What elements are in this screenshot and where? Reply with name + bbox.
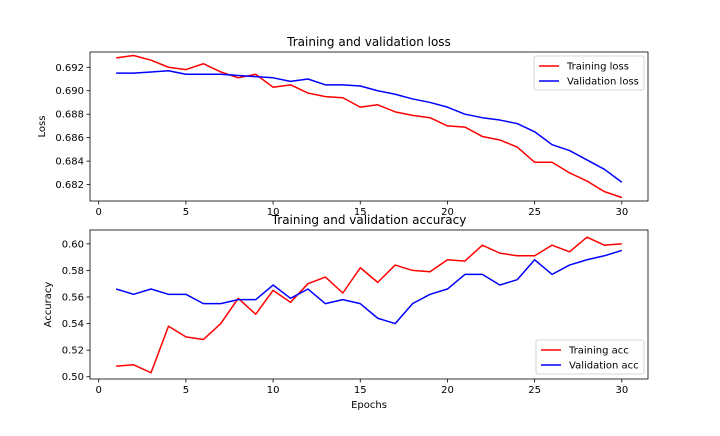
x-tick-label: 25 — [528, 207, 541, 218]
y-tick-label: 0.60 — [62, 239, 84, 250]
chart-title: Training and validation accuracy — [271, 213, 467, 227]
x-tick-label: 30 — [615, 385, 628, 396]
x-tick-label: 15 — [354, 385, 367, 396]
y-tick-label: 0.684 — [55, 157, 84, 168]
y-tick-label: 0.690 — [55, 86, 84, 97]
y-tick-label: 0.682 — [55, 180, 84, 191]
x-tick-label: 0 — [96, 207, 102, 218]
y-tick-label: 0.58 — [62, 266, 84, 277]
y-axis-label: Loss — [37, 116, 48, 138]
legend-label: Validation acc — [569, 361, 639, 372]
y-tick-label: 0.52 — [62, 346, 84, 357]
chart-title: Training and validation loss — [286, 35, 451, 49]
x-tick-label: 25 — [528, 385, 541, 396]
x-tick-label: 5 — [183, 385, 189, 396]
y-tick-label: 0.686 — [55, 133, 84, 144]
x-tick-label: 0 — [96, 385, 102, 396]
x-tick-label: 20 — [441, 385, 454, 396]
series-line-1-1 — [116, 250, 622, 323]
x-tick-label: 10 — [267, 385, 280, 396]
y-tick-label: 0.692 — [55, 63, 84, 74]
y-axis-label: Accuracy — [43, 282, 54, 328]
x-axis-label: Epochs — [351, 400, 387, 411]
x-tick-label: 30 — [615, 207, 628, 218]
y-tick-label: 0.54 — [62, 319, 84, 330]
x-tick-label: 5 — [183, 207, 189, 218]
legend-label: Validation loss — [567, 77, 639, 88]
y-tick-label: 0.688 — [55, 110, 84, 121]
y-tick-label: 0.50 — [62, 372, 84, 383]
legend-label: Training loss — [566, 62, 629, 73]
legend-label: Training acc — [568, 346, 629, 357]
y-tick-label: 0.56 — [62, 292, 84, 303]
